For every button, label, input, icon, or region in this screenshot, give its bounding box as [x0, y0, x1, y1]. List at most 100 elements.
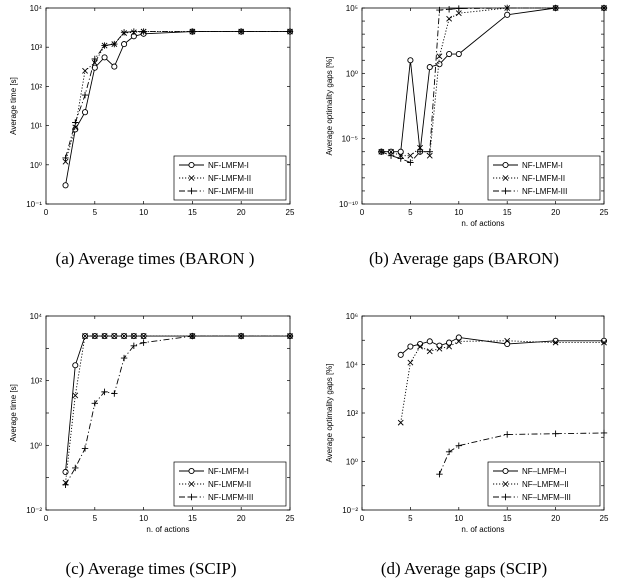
data-point: [455, 338, 462, 345]
data-point: [455, 5, 462, 12]
chart-panel-3: 0 5 10 15 20 25 10⁻² 10⁰ 10² 10⁴ n. of actions Aver…: [9, 312, 295, 578]
data-point: [62, 182, 69, 189]
data-point: [72, 362, 79, 369]
data-point: [407, 343, 414, 350]
x-tick-label: 10: [139, 514, 148, 523]
data-point: [601, 339, 607, 346]
data-point: [504, 4, 511, 12]
data-point: [455, 334, 462, 341]
data-point: [504, 337, 511, 344]
data-point: [417, 144, 423, 151]
data-point: [378, 148, 385, 155]
data-point: [101, 54, 108, 61]
y-tick-label: 10⁻¹: [26, 200, 42, 209]
data-point: [552, 337, 559, 344]
data-point: [140, 333, 147, 339]
legend-label: NF-LMFM-I: [208, 467, 249, 476]
data-point: [426, 64, 433, 71]
legend: NF-LMFM-I NF-LMFM-II NF-LMFM-III: [173, 155, 287, 201]
legend-label: NF-LMFM-I: [208, 161, 249, 170]
x-tick-label: 0: [44, 514, 49, 523]
data-point: [436, 345, 443, 352]
series-line: [65, 31, 290, 162]
x-tick-label: 20: [551, 208, 560, 217]
data-point: [101, 333, 108, 339]
y-tick-label: 10³: [30, 43, 42, 52]
x-tick-label: 5: [93, 208, 98, 217]
data-point: [416, 148, 424, 155]
x-tick-label: 15: [503, 208, 512, 217]
series-3: [62, 28, 294, 162]
x-axis-label: n. of actions: [461, 525, 504, 534]
series-line: [65, 335, 290, 473]
data-point: [426, 148, 433, 155]
x-tick-label: 20: [237, 208, 246, 217]
data-point: [81, 109, 89, 116]
data-point: [62, 481, 69, 489]
data-point: [600, 4, 608, 12]
data-point: [130, 28, 138, 35]
data-point: [397, 351, 404, 358]
data-point: [446, 15, 453, 22]
x-tick-label: 25: [600, 514, 609, 523]
data-point: [600, 429, 608, 437]
x-tick-label: 5: [93, 514, 98, 523]
data-point: [436, 53, 443, 60]
data-point: [130, 333, 137, 339]
x-tick-label: 15: [188, 514, 197, 523]
data-point: [62, 154, 69, 162]
series-2: [62, 28, 293, 165]
series-line: [381, 7, 604, 153]
data-point: [91, 59, 98, 66]
x-tick-label: 0: [44, 208, 49, 217]
data-point: [111, 63, 118, 70]
legend-marker: [188, 161, 195, 169]
data-point: [388, 148, 394, 155]
data-point: [120, 354, 128, 362]
data-point: [445, 448, 453, 456]
data-point: [101, 42, 108, 49]
series-line: [65, 335, 290, 483]
data-point: [121, 333, 127, 339]
data-point: [407, 159, 414, 166]
data-point: [387, 152, 395, 159]
y-tick-label: 10⁰: [30, 441, 42, 450]
y-axis-label: Average time [s]: [9, 77, 18, 135]
y-tick-label: 10⁵: [346, 4, 358, 13]
data-point: [426, 348, 433, 355]
chart-panel-1: 0 5 10 15 20 25 10⁻¹ 10⁰ 10¹ 10² 10³ 10⁴ Average tim…: [9, 4, 295, 268]
series-3: [62, 332, 294, 489]
data-point: [407, 359, 414, 366]
data-point: [455, 442, 462, 449]
data-point: [91, 333, 98, 339]
x-tick-label: 25: [600, 208, 609, 217]
y-tick-label: 10⁴: [30, 4, 43, 13]
data-point: [600, 337, 608, 344]
data-point: [81, 91, 89, 99]
data-point: [407, 57, 414, 64]
data-point: [446, 339, 453, 346]
x-tick-label: 20: [237, 514, 246, 523]
series-1: [378, 4, 608, 155]
data-point: [238, 28, 245, 35]
data-point: [436, 6, 443, 14]
legend: NF-LMFM-I NF-LMFM-II NF-LMFM-III: [173, 461, 287, 507]
data-point: [417, 343, 423, 350]
legend-label: NF-LMFM-II: [522, 174, 565, 183]
data-point: [426, 152, 433, 159]
legend-marker: [502, 493, 509, 501]
data-point: [445, 6, 453, 13]
data-point: [72, 392, 79, 399]
series-line: [400, 340, 604, 423]
legend-label: NF-LMFM-II: [208, 480, 251, 489]
x-tick-label: 20: [551, 514, 560, 523]
x-tick-label: 5: [408, 514, 413, 523]
y-tick-label: 10⁰: [346, 69, 358, 78]
data-point: [130, 342, 138, 349]
data-point: [82, 67, 88, 74]
data-point: [455, 50, 462, 58]
series-line: [381, 7, 604, 164]
y-axis-label: Average optimality gaps [%]: [325, 363, 334, 462]
data-point: [121, 41, 128, 48]
series-1: [397, 334, 608, 358]
